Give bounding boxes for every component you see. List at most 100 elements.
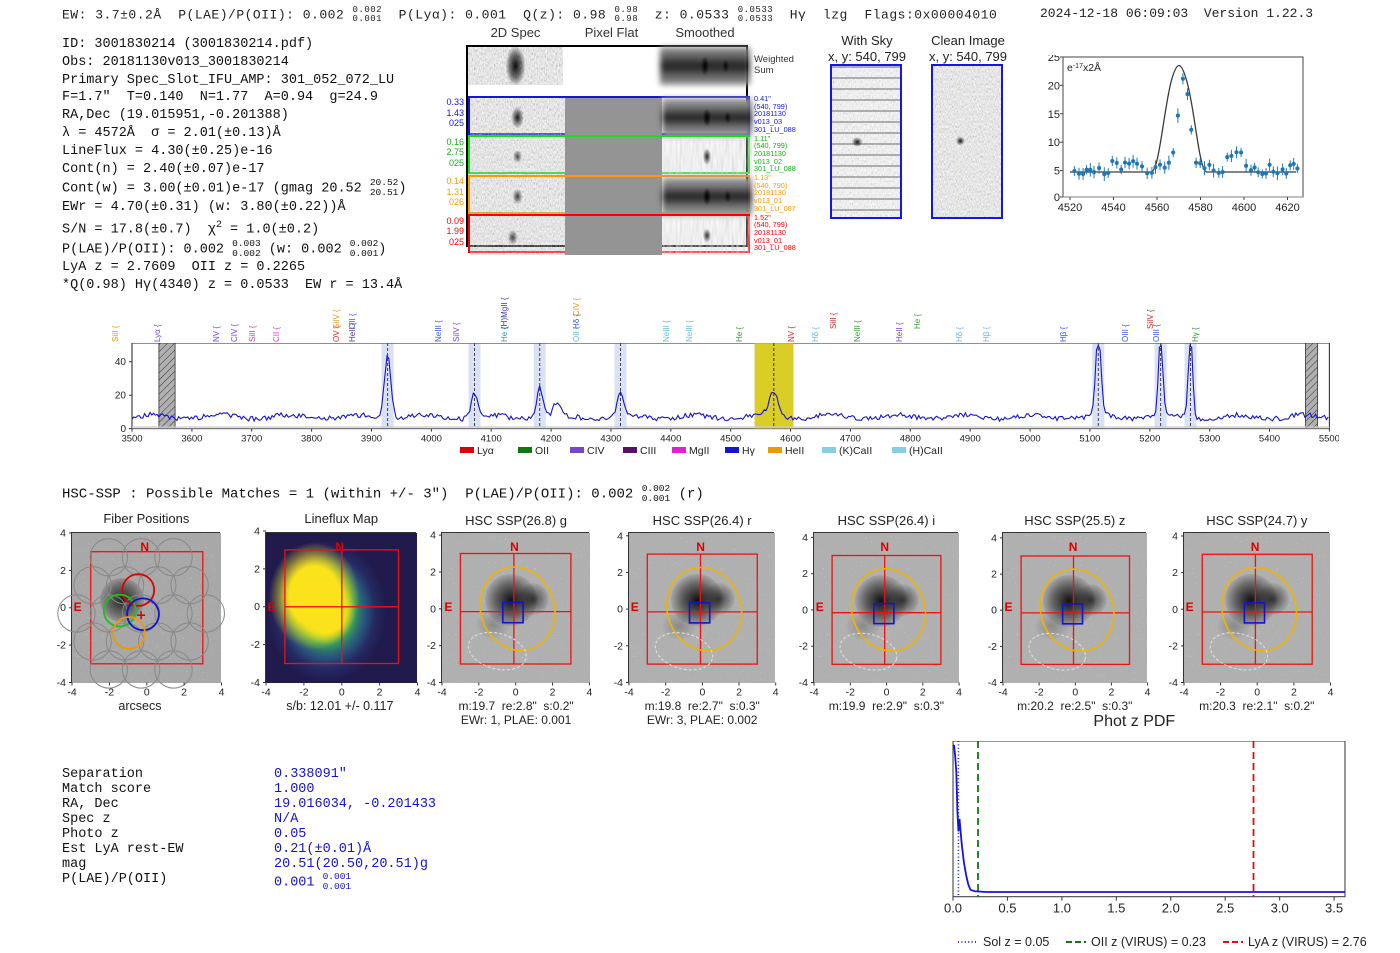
svg-text:-4: -4: [998, 687, 1007, 698]
svg-text:4: 4: [956, 687, 962, 698]
svg-text:4: 4: [773, 687, 779, 698]
svg-text:15: 15: [1048, 109, 1060, 121]
svg-text:-4: -4: [438, 687, 447, 698]
svg-text:-2: -2: [56, 640, 65, 652]
svg-text:-2: -2: [845, 687, 854, 698]
svg-text:4540: 4540: [1101, 202, 1125, 214]
svg-text:-2: -2: [104, 687, 113, 699]
svg-text:-4: -4: [987, 678, 996, 689]
svg-text:MgII: MgII: [689, 445, 709, 457]
svg-text:4: 4: [802, 533, 808, 544]
svg-text:25: 25: [1048, 55, 1060, 64]
svg-text:0.5: 0.5: [999, 900, 1017, 915]
svg-text:3700: 3700: [241, 433, 262, 444]
svg-text:4620: 4620: [1275, 202, 1299, 214]
svg-text:-2: -2: [250, 639, 259, 651]
svg-text:4: 4: [617, 531, 623, 542]
svg-text:-2: -2: [613, 641, 622, 652]
svg-text:-2: -2: [1216, 687, 1225, 699]
svg-text:2: 2: [60, 565, 66, 577]
svg-text:1.5: 1.5: [1108, 900, 1126, 915]
svg-text:0: 0: [431, 604, 437, 615]
svg-text:10: 10: [1048, 137, 1060, 149]
svg-text:2: 2: [1291, 687, 1297, 699]
svg-text:2: 2: [1108, 687, 1114, 698]
svg-text:-4: -4: [1179, 687, 1188, 699]
svg-text:OII z (VIRUS) = 0.23: OII z (VIRUS) = 0.23: [1091, 935, 1206, 949]
svg-text:5100: 5100: [1079, 433, 1100, 444]
svg-text:3500: 3500: [121, 433, 142, 444]
svg-text:4000: 4000: [421, 433, 442, 444]
svg-text:20: 20: [115, 390, 127, 401]
svg-text:5: 5: [1054, 166, 1060, 178]
svg-text:3900: 3900: [361, 433, 382, 444]
svg-text:20: 20: [1048, 80, 1060, 92]
svg-text:3600: 3600: [181, 433, 202, 444]
svg-text:2: 2: [920, 687, 926, 698]
svg-text:4: 4: [218, 687, 224, 699]
svg-text:4: 4: [414, 687, 420, 699]
svg-text:-2: -2: [661, 687, 670, 698]
svg-text:4: 4: [1144, 687, 1150, 698]
svg-text:0: 0: [802, 605, 808, 616]
svg-text:0: 0: [1254, 687, 1260, 699]
svg-text:0.0: 0.0: [944, 900, 962, 915]
svg-text:-4: -4: [809, 687, 818, 698]
svg-text:4900: 4900: [959, 433, 980, 444]
svg-text:0: 0: [883, 687, 889, 698]
svg-text:4560: 4560: [1145, 202, 1169, 214]
svg-text:Sol z = 0.05: Sol z = 0.05: [983, 935, 1049, 949]
svg-text:CIV: CIV: [587, 445, 605, 457]
svg-text:Lyα: Lyα: [477, 445, 494, 457]
svg-text:2: 2: [376, 687, 382, 699]
svg-text:0: 0: [617, 605, 623, 616]
svg-text:-4: -4: [261, 687, 270, 699]
svg-text:3800: 3800: [301, 433, 322, 444]
svg-text:2.5: 2.5: [1216, 900, 1234, 915]
svg-text:0: 0: [991, 606, 997, 617]
svg-text:2: 2: [1172, 567, 1178, 579]
svg-text:2.0: 2.0: [1162, 900, 1180, 915]
svg-text:-2: -2: [299, 687, 308, 699]
svg-text:2: 2: [736, 687, 742, 698]
svg-text:4: 4: [254, 526, 260, 538]
svg-text:0: 0: [338, 687, 344, 699]
svg-text:5000: 5000: [1019, 433, 1040, 444]
svg-text:2: 2: [431, 568, 437, 579]
svg-text:1.0: 1.0: [1053, 900, 1071, 915]
svg-text:0: 0: [60, 602, 66, 614]
svg-text:2: 2: [254, 563, 260, 575]
svg-text:-4: -4: [67, 687, 76, 699]
svg-text:-2: -2: [427, 641, 436, 652]
svg-text:5300: 5300: [1199, 433, 1220, 444]
svg-text:-4: -4: [798, 678, 807, 689]
svg-text:4580: 4580: [1188, 202, 1212, 214]
svg-text:0: 0: [254, 601, 260, 613]
svg-text:-2: -2: [1034, 687, 1043, 698]
svg-text:40: 40: [115, 357, 127, 368]
svg-text:4: 4: [991, 533, 997, 544]
svg-text:Hγ: Hγ: [742, 445, 756, 457]
svg-text:4: 4: [1327, 687, 1333, 699]
svg-text:4: 4: [587, 687, 593, 698]
svg-text:5400: 5400: [1259, 433, 1280, 444]
svg-text:-2: -2: [1168, 640, 1177, 652]
svg-text:-4: -4: [613, 678, 622, 689]
svg-text:CIII: CIII: [640, 445, 656, 457]
svg-text:3.0: 3.0: [1271, 900, 1289, 915]
svg-text:-4: -4: [250, 677, 259, 689]
svg-text:4600: 4600: [1232, 202, 1256, 214]
svg-text:-4: -4: [56, 677, 65, 689]
svg-text:2: 2: [550, 687, 556, 698]
svg-text:4: 4: [431, 531, 437, 542]
svg-text:-2: -2: [987, 642, 996, 653]
svg-text:-4: -4: [427, 678, 436, 689]
svg-text:-2: -2: [475, 687, 484, 698]
svg-text:0: 0: [143, 687, 149, 699]
svg-text:-2: -2: [798, 642, 807, 653]
svg-text:0: 0: [1072, 687, 1078, 698]
svg-text:HeII: HeII: [785, 445, 804, 457]
svg-text:2: 2: [802, 569, 808, 580]
svg-text:2: 2: [991, 570, 997, 581]
svg-text:(K)CaII: (K)CaII: [839, 445, 872, 457]
